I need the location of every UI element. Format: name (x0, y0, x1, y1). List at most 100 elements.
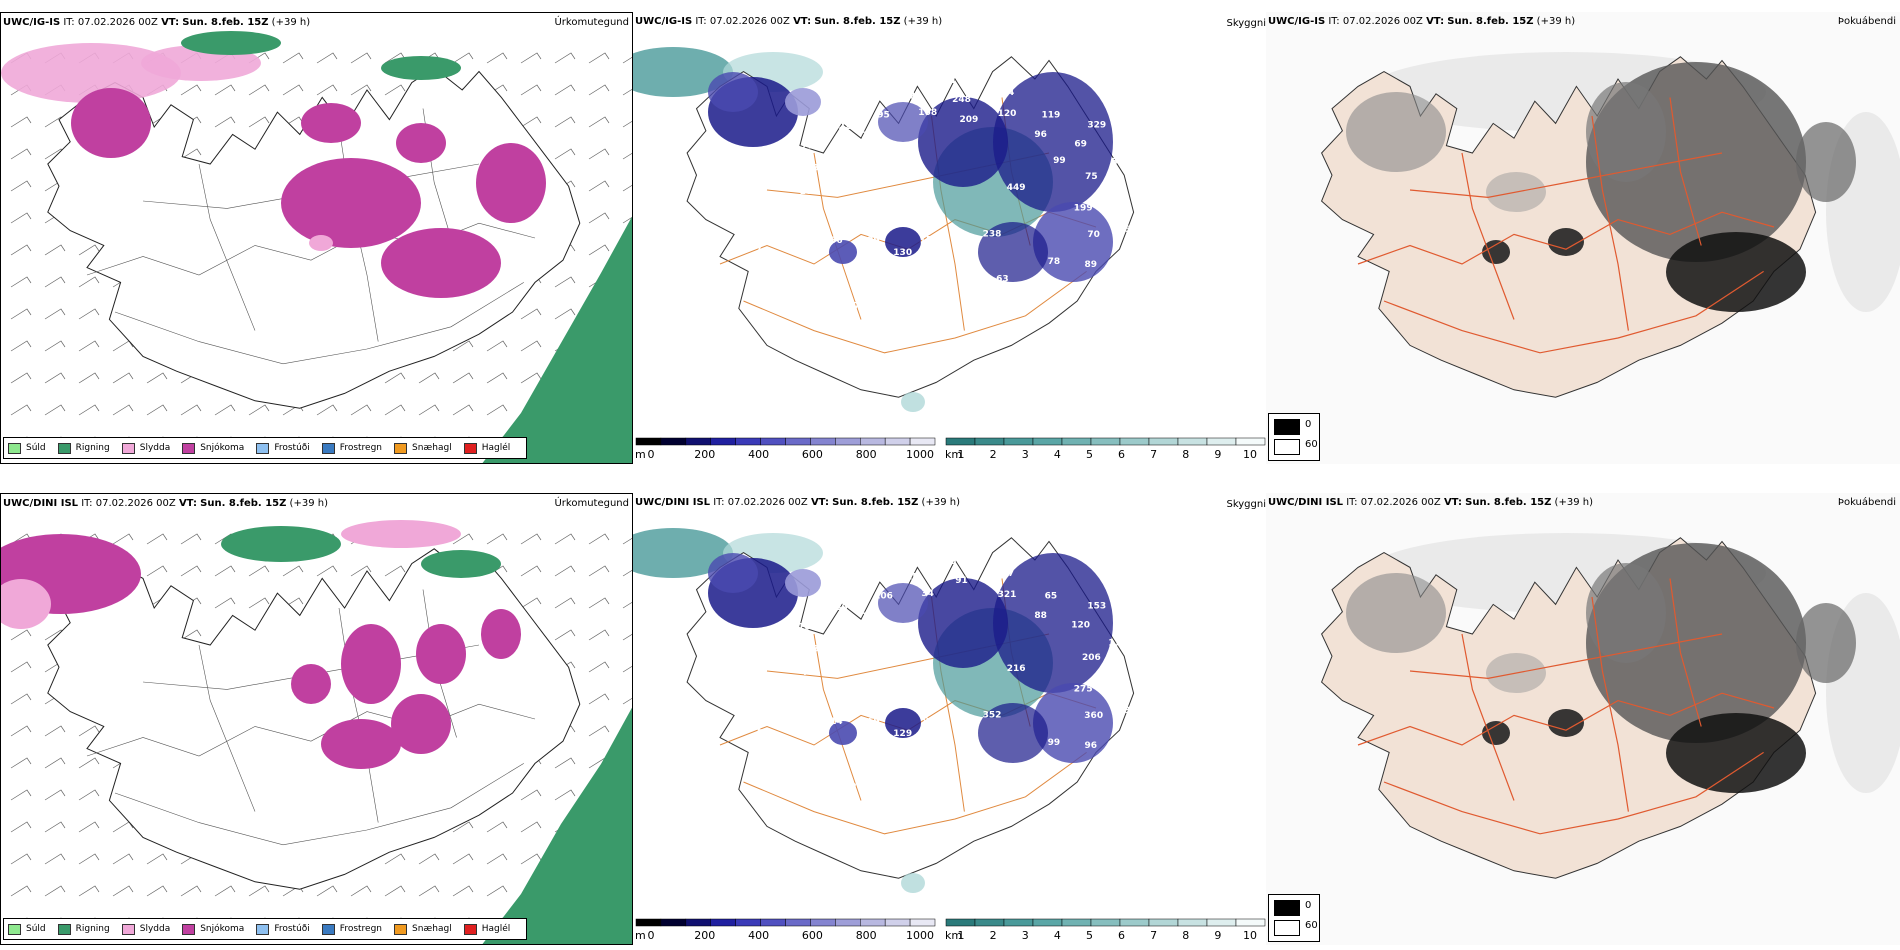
colorbar-tick: 400 (748, 448, 769, 461)
cloud-base-value: 449 (1007, 183, 1026, 193)
fog-index-map-bottom: UWC/DINI ISL IT: 07.02.2026 00Z VT: Sun.… (1266, 493, 1900, 945)
cloud-base-value: 70 (1087, 230, 1100, 240)
cloud-base-value: 81 (1124, 706, 1137, 716)
legend-item: Haglél (463, 923, 510, 935)
colorbar-tick: 5 (1086, 448, 1093, 461)
legend-swatch (321, 923, 335, 935)
cloud-base-value: 85 (831, 199, 844, 209)
legend-swatch (321, 442, 335, 454)
cloud-base-value: 54 (1111, 157, 1124, 167)
colorbar-tick: 4 (1054, 929, 1061, 942)
legend-item: Snæhagl (394, 923, 452, 935)
cloud-base-value: 87 (847, 301, 860, 311)
cloud-base-value: 99 (1048, 738, 1061, 748)
cloud-base-value: 87 (1110, 195, 1123, 205)
legend-swatch (182, 923, 196, 935)
precip-legend: Súld Rigning Slydda Snjókoma Frostúði Frostre… (3, 437, 528, 459)
legend-label: Frostúði (274, 924, 310, 934)
cloud-base-value: 103 (777, 649, 796, 659)
legend-label: Frostúði (274, 443, 310, 453)
legend-label: Rigning (75, 924, 110, 934)
legend-label: Slydda (139, 924, 171, 934)
legend-swatch (57, 923, 71, 935)
legend-label: Rigning (75, 443, 110, 453)
cloud-base-value: 220 (862, 131, 881, 141)
cloud-base-value: 34 (921, 589, 934, 599)
colorbar-tick: 600 (802, 448, 823, 461)
legend-item: Haglél (463, 442, 510, 454)
cloud-base-value: 248 (952, 95, 971, 105)
cloud-base-value: 321 (998, 590, 1017, 600)
cloud-base-value: 129 (893, 729, 912, 739)
cloud-base-value: 146 (846, 98, 865, 108)
precip-type-map-bottom: UWC/DINI ISL IT: 07.02.2026 00Z VT: Sun.… (0, 493, 633, 945)
cloud-base-value: 130 (804, 693, 823, 703)
cloud-base-value: 81 (812, 164, 825, 174)
cloud-visibility-map-bottom: UWC/DINI ISL IT: 07.02.2026 00Z VT: Sun.… (633, 493, 1266, 945)
colorbar-tick: 8 (1182, 448, 1189, 461)
legend-item: Rigning (57, 923, 110, 935)
cloud-base-value: 69 (1074, 140, 1087, 150)
legend-label: Frostregn (339, 924, 383, 934)
cloud-base-value: 95 (877, 110, 890, 120)
cloud-base-value: 97 (1110, 676, 1123, 686)
legend-label: Frostregn (339, 443, 383, 453)
cloud-map-svg: 449 156 161 238 94 329 130 146 63 273 144 106 77 54 12… (633, 47, 1136, 412)
colorbar-tick: 600 (802, 929, 823, 942)
cloud-base-value: 75 (1085, 172, 1098, 182)
legend-swatch (394, 923, 408, 935)
colorbar-tick: 200 (694, 929, 715, 942)
legend-label: Snjókoma (200, 924, 245, 934)
legend-swatch (463, 442, 477, 454)
legend-swatch (256, 442, 270, 454)
cloud-base-value: 120 (998, 109, 1017, 119)
colorbar-unit: km (945, 929, 962, 942)
cloud-base-value: 352 (983, 710, 1002, 720)
legend-item: Slydda (121, 442, 171, 454)
cloud-base-value: 238 (983, 229, 1002, 239)
colorbar-tick: 1000 (906, 929, 934, 942)
legend-swatch (256, 923, 270, 935)
cloud-base-colorbar-top: m 0 200 400 600 800 1000 (633, 436, 938, 462)
cloud-base-value: 329 (1026, 284, 1045, 294)
cloud-base-value: 174 (1108, 638, 1127, 648)
cloud-base-value: 94 (780, 168, 793, 178)
cloud-base-value: 106 (951, 236, 970, 246)
legend-label: Súld (26, 443, 46, 453)
colorbar-tick: 6 (1118, 448, 1125, 461)
colorbar-tick: 5 (1086, 929, 1093, 942)
cloud-base-value: 206 (1082, 653, 1101, 663)
cloud-base-value: 166 (961, 777, 980, 787)
panel-name: Skyggni (1226, 18, 1266, 29)
cloud-base-value: 153 (1087, 601, 1106, 611)
legend-item: Snjókoma (182, 923, 245, 935)
colorbar-tick: 1 (958, 448, 965, 461)
cloud-base-value: 120 (1071, 621, 1090, 631)
legend-swatch (8, 923, 21, 935)
colorbar-tick: 7 (1150, 929, 1157, 942)
fog-colorbar-top: 0 60 (1268, 413, 1320, 461)
cloud-base-value: 157 (744, 243, 763, 253)
cloud-base-value: 321 (830, 180, 849, 190)
cloud-base-value: 65 (1045, 591, 1058, 601)
legend-item: Frostúði (256, 442, 310, 454)
cloud-base-value: 141 (839, 219, 858, 229)
visibility-colorbar-bottom: km 1 2 3 4 5 6 7 8 9 10 (943, 917, 1268, 943)
colorbar-tick: 8 (1182, 929, 1189, 942)
cloud-base-value: 164 (862, 612, 881, 622)
cloud-base-value: 89 (835, 603, 848, 613)
legend-item: Frostregn (321, 923, 383, 935)
cloud-base-value: 107 (800, 187, 819, 197)
cloud-base-value: 72 (803, 668, 816, 678)
cloud-base-value: 89 (812, 645, 825, 655)
fog-index-map-top: UWC/IG-IS IT: 07.02.2026 00Z VT: Sun. 8.… (1266, 12, 1900, 464)
colorbar-tick: 1 (958, 929, 965, 942)
cloud-base-value: 360 (1084, 711, 1103, 721)
panel-name: Úrkomutegund (554, 498, 629, 509)
cloud-base-value: 90 (1029, 765, 1042, 775)
legend-label: Slydda (139, 443, 171, 453)
colorbar-unit: km (945, 448, 962, 461)
legend-swatch (8, 442, 21, 454)
precip-map-svg (1, 31, 632, 463)
cloud-base-value: 96 (1085, 741, 1098, 751)
